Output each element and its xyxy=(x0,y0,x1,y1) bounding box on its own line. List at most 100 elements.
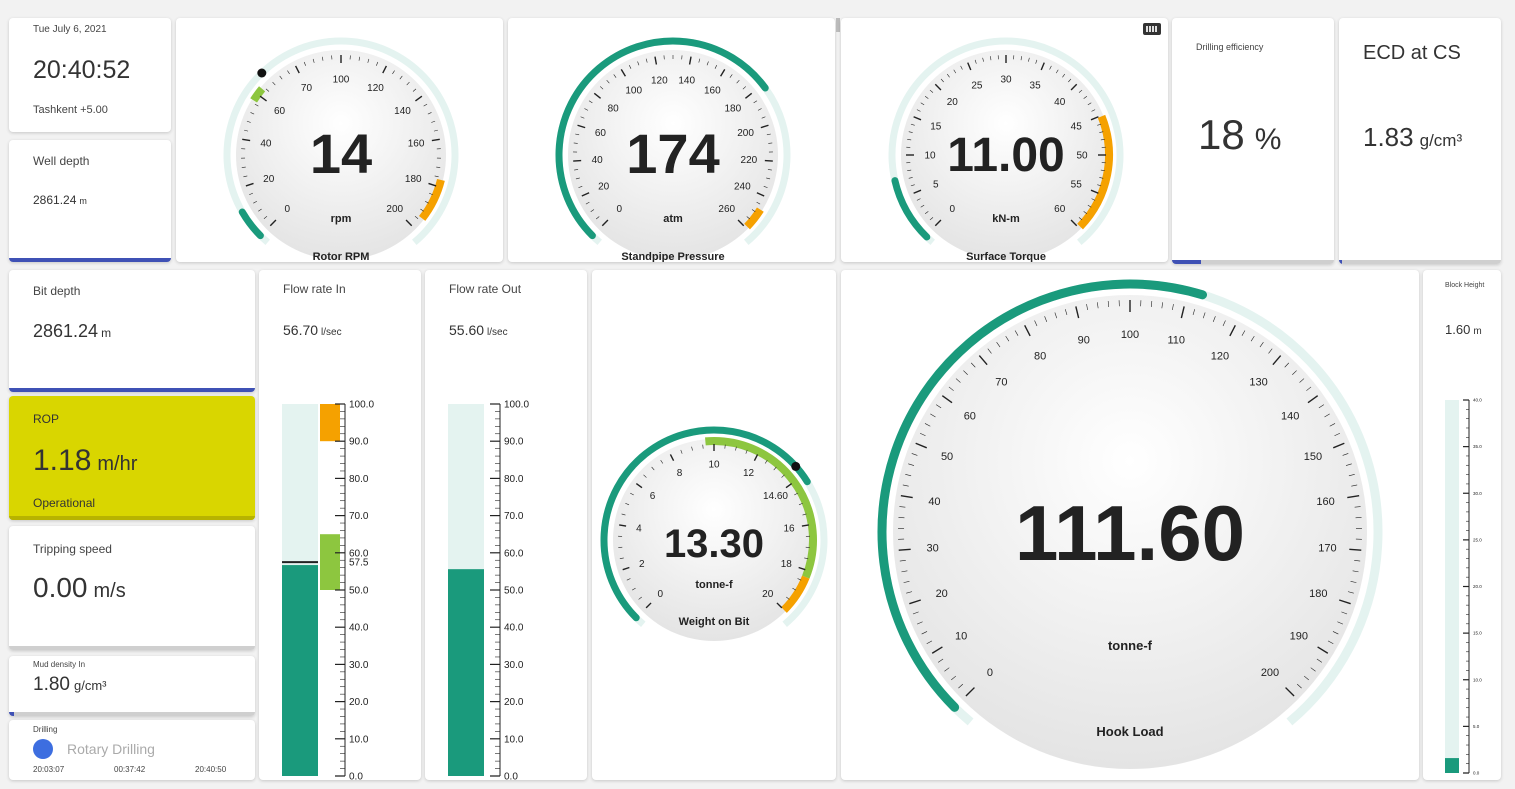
minor-tick xyxy=(244,129,249,132)
minor-tick xyxy=(987,348,992,354)
tick-label: 180 xyxy=(1309,588,1327,600)
mud-density-label: Mud density In xyxy=(33,660,86,669)
block-height-number: 1.60 xyxy=(1445,322,1471,337)
tick-label: 15.0 xyxy=(1473,631,1482,636)
tick-label: 40 xyxy=(260,139,272,150)
tick-label: 16 xyxy=(784,524,796,535)
tick-label: 25 xyxy=(971,80,983,91)
rop-value: 1.18 m/hr xyxy=(33,444,137,478)
major-tick xyxy=(744,92,753,99)
drilling-label: Drilling xyxy=(33,725,58,734)
major-tick xyxy=(1180,306,1185,319)
tick-label: 40.0 xyxy=(504,623,524,634)
tick-label: 70.0 xyxy=(349,511,369,522)
minor-tick xyxy=(746,216,751,220)
well-depth-unit: m xyxy=(79,196,87,206)
well-depth-bar xyxy=(9,258,171,262)
gauge-zone xyxy=(705,437,817,579)
minor-tick xyxy=(427,112,432,115)
bit-depth-label: Bit depth xyxy=(33,284,81,298)
tick-label: 30.0 xyxy=(504,660,524,671)
minor-tick xyxy=(1099,177,1104,179)
minor-tick xyxy=(1192,309,1196,316)
major-tick xyxy=(934,219,942,227)
major-tick xyxy=(1090,189,1099,194)
tick-label: 30 xyxy=(926,542,938,554)
drilling-time-duration: 00:37:42 xyxy=(114,765,146,774)
major-tick xyxy=(737,219,745,227)
minor-tick xyxy=(265,88,270,92)
gauge-unit: kN-m xyxy=(992,213,1020,225)
drilling-time-start: 20:03:07 xyxy=(33,765,65,774)
major-tick xyxy=(415,95,423,102)
tick-label: 10.0 xyxy=(1473,677,1482,682)
major-tick xyxy=(776,602,783,609)
tripping-speed-label: Tripping speed xyxy=(33,542,112,556)
tick-label: 160 xyxy=(1316,496,1334,508)
minor-tick xyxy=(953,69,957,74)
minor-tick xyxy=(645,58,648,63)
tick-label: 40 xyxy=(928,496,940,508)
flow-in-card: Flow rate In 56.70 l/sec 100.0 90.0 80.0 70.… xyxy=(259,270,421,780)
minor-tick xyxy=(905,474,912,477)
minor-tick xyxy=(287,70,290,75)
tick-label: 80 xyxy=(1034,350,1046,362)
tick-label: 130 xyxy=(1249,376,1267,388)
flow-in-number: 56.70 xyxy=(283,322,319,338)
minor-tick xyxy=(1324,413,1330,418)
gauge-card-standpipe: 0 20 40 60 80 100 120 140 160 180 200 220 240 260 174 a… xyxy=(508,18,835,262)
minor-tick xyxy=(1100,169,1105,171)
tick-label: 260 xyxy=(718,204,735,215)
minor-tick xyxy=(698,58,701,63)
date-text: Tue July 6, 2021 xyxy=(33,24,107,35)
tick-label: 8 xyxy=(677,468,683,479)
tick-label: 40.0 xyxy=(1473,398,1482,403)
major-tick xyxy=(242,138,251,142)
major-tick xyxy=(1024,324,1031,337)
minor-tick xyxy=(1222,320,1226,327)
major-tick xyxy=(801,524,809,527)
tick-label: 40 xyxy=(1054,97,1066,108)
minor-tick xyxy=(1303,675,1309,681)
gauge-unit: atm xyxy=(663,213,683,225)
flow-out-unit: l/sec xyxy=(487,327,508,338)
gauge-zone xyxy=(418,178,445,221)
minor-tick xyxy=(1345,463,1352,466)
ecd-label: ECD at CS xyxy=(1363,42,1461,64)
gauge-arc xyxy=(600,426,811,622)
minor-tick xyxy=(929,89,934,93)
minor-tick xyxy=(254,103,259,107)
keyboard-icon[interactable] xyxy=(1143,23,1161,35)
tick-label: 4 xyxy=(636,524,642,535)
minor-tick xyxy=(1062,73,1066,78)
minor-tick xyxy=(921,631,928,635)
tick-label: 60 xyxy=(595,128,607,139)
minor-tick xyxy=(423,103,428,107)
tick-label: 50.0 xyxy=(349,586,369,597)
hook-load-gauge: 0 10 20 30 40 50 60 70 80 90 100 110 120 130 140 150 160… xyxy=(877,279,1383,769)
tick-label: 100 xyxy=(1121,329,1139,341)
tick-label: 200 xyxy=(386,204,403,215)
scroll-handle[interactable] xyxy=(836,18,840,32)
mud-density-number: 1.80 xyxy=(33,674,70,695)
minor-tick xyxy=(1044,316,1048,322)
minor-tick xyxy=(745,449,748,454)
flow-in-value: 56.70 l/sec xyxy=(283,322,342,338)
minor-tick xyxy=(916,621,923,625)
minor-tick xyxy=(1350,581,1357,583)
minor-tick xyxy=(1091,109,1096,112)
tick-label: 70 xyxy=(995,376,1007,388)
major-tick xyxy=(934,83,942,91)
tick-label: 5.0 xyxy=(1473,724,1480,729)
surface-torque-gauge: 0 5 10 15 20 25 30 35 40 45 50 55 60 11.00 kN-m Surface… xyxy=(888,37,1124,262)
major-tick xyxy=(1272,355,1282,366)
minor-tick xyxy=(751,209,756,213)
minor-tick xyxy=(766,177,771,180)
minor-tick xyxy=(303,61,306,66)
minor-tick xyxy=(575,133,580,136)
minor-tick xyxy=(621,513,626,516)
minor-tick xyxy=(944,667,950,672)
flow-in-unit: l/sec xyxy=(321,327,342,338)
bit-depth-unit: m xyxy=(101,326,112,340)
minor-tick xyxy=(1310,667,1316,672)
